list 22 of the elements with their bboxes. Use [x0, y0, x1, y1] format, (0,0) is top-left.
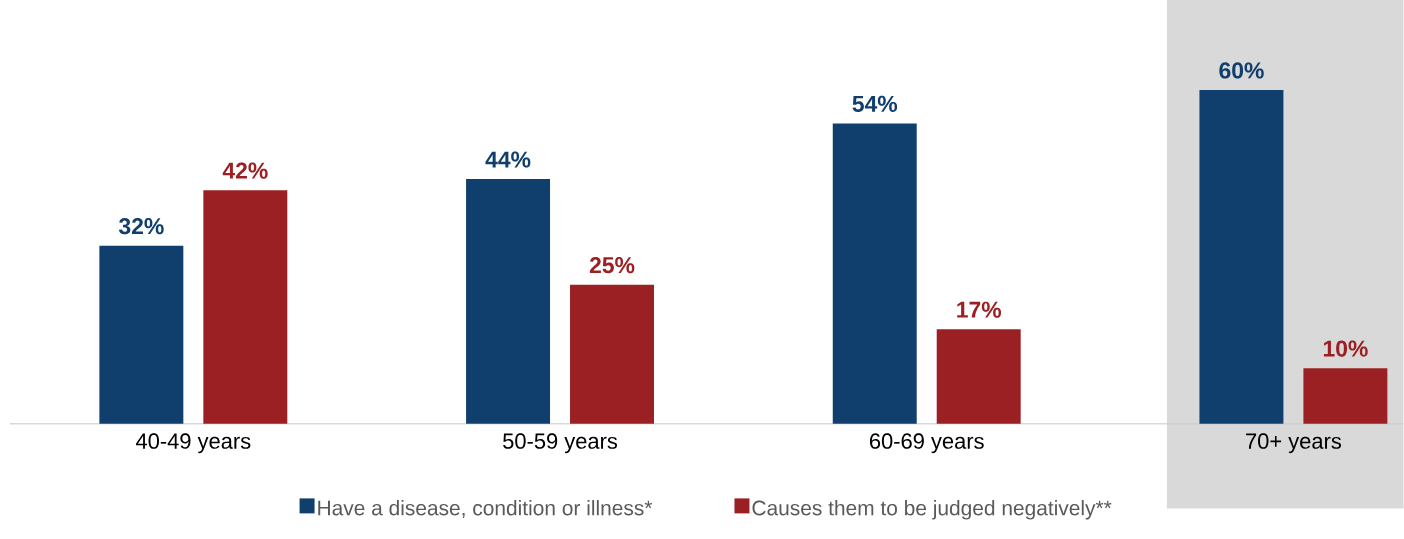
bar: [936, 329, 1021, 424]
bar: [1199, 90, 1284, 424]
data-label: 60%: [1219, 62, 1264, 79]
x-tick-label: 70+ years: [1246, 433, 1342, 454]
bar: [466, 179, 551, 424]
x-tick-label: 60-69 years: [869, 433, 984, 454]
x-tick-label: 40-49 years: [135, 433, 251, 454]
data-label: 42%: [222, 162, 268, 179]
legend-label: Causes them to be judged negatively**: [752, 500, 1112, 520]
data-label: 44%: [485, 151, 531, 168]
x-tick-label: 50-59 years: [503, 433, 618, 454]
data-label: 25%: [589, 257, 635, 274]
data-label: 54%: [852, 95, 898, 113]
bar: [570, 284, 654, 424]
bar: [1303, 368, 1388, 424]
bar: [203, 190, 288, 424]
data-label: 32%: [118, 218, 164, 235]
bar: [99, 245, 184, 424]
legend-label: Have a disease, condition or illness*: [318, 500, 653, 518]
bar: [832, 123, 917, 424]
data-label: 17%: [957, 301, 1002, 318]
data-label: 10%: [1323, 340, 1368, 357]
